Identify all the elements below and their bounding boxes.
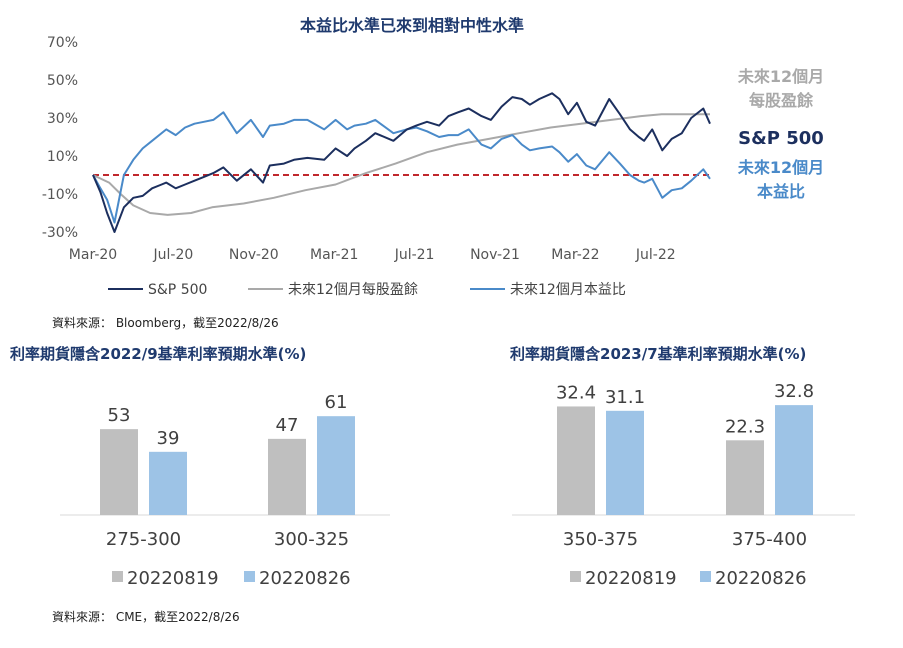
series-line-0 — [92, 92, 711, 233]
bar-chart-right-title: 利率期貨隱含2023/7基準利率預期水準(%) — [510, 345, 807, 363]
legend-label: 未來12個月每股盈餘 — [288, 281, 418, 298]
y-tick-label: -30% — [42, 225, 78, 241]
x-tick-label: Mar-20 — [69, 247, 117, 263]
legend-label: S&P 500 — [148, 282, 207, 298]
legend-label: 20220819 — [127, 568, 219, 589]
y-tick-label: 30% — [47, 111, 78, 127]
x-tick-label: Jul-20 — [153, 247, 194, 263]
bar-value-label: 39 — [157, 428, 180, 449]
legend-swatch — [244, 571, 255, 582]
y-tick-label: 50% — [47, 73, 78, 89]
series-end-label: 未來12個月 — [737, 67, 824, 86]
bar — [606, 410, 644, 515]
series-end-label: 未來12個月 — [737, 158, 824, 177]
legend-swatch — [112, 571, 123, 582]
series-end-label: 本益比 — [757, 182, 805, 201]
bar — [149, 451, 187, 515]
bar-value-label: 22.3 — [725, 416, 765, 437]
bar-value-label: 31.1 — [605, 387, 645, 408]
legend-swatch — [700, 571, 711, 582]
bar-value-label: 61 — [325, 392, 348, 413]
bar — [268, 438, 306, 515]
series-line-1 — [92, 113, 710, 216]
bar-chart-source: 資料來源： CME，截至2022/8/26 — [52, 610, 240, 624]
x-tick-label: Nov-21 — [470, 247, 520, 263]
bar — [775, 405, 813, 515]
bar-value-label: 53 — [108, 405, 131, 426]
y-tick-label: -10% — [42, 187, 78, 203]
line-chart: 70% 50% 30% 10% -10% -30% Mar-20 Jul-20 Nov-20 Ma… — [42, 35, 824, 298]
x-tick-label: Nov-20 — [229, 247, 279, 263]
category-label: 350-375 — [563, 529, 638, 550]
legend-label: 20220826 — [715, 568, 807, 589]
bar — [557, 406, 595, 515]
bar — [100, 429, 138, 515]
legend-swatch — [570, 571, 581, 582]
category-label: 375-400 — [732, 529, 807, 550]
legend-label: 20220819 — [585, 568, 677, 589]
legend-label: 20220826 — [259, 568, 351, 589]
bar-charts: 53 39 275-300 47 61 300-325 20220819 20220826 32… — [60, 381, 855, 589]
x-tick-label: Jul-21 — [394, 247, 435, 263]
category-label: 300-325 — [274, 529, 349, 550]
bar-value-label: 47 — [276, 415, 299, 436]
x-tick-label: Mar-21 — [310, 247, 358, 263]
legend-label: 未來12個月本益比 — [510, 282, 626, 298]
series-end-label: 每股盈餘 — [749, 91, 814, 110]
x-tick-label: Jul-22 — [635, 247, 676, 263]
series-end-label: S&P 500 — [738, 128, 824, 149]
y-tick-label: 10% — [47, 149, 78, 165]
category-label: 275-300 — [106, 529, 181, 550]
bar-value-label: 32.4 — [556, 382, 596, 403]
y-tick-label: 70% — [47, 35, 78, 51]
x-tick-label: Mar-22 — [551, 247, 599, 263]
series-line-2 — [92, 111, 711, 224]
bar — [317, 416, 355, 515]
bar — [726, 440, 764, 515]
line-chart-source: 資料來源： Bloomberg，截至2022/8/26 — [52, 316, 279, 330]
bar-value-label: 32.8 — [774, 381, 814, 402]
bar-chart-left-title: 利率期貨隱含2022/9基準利率預期水準(%) — [10, 345, 307, 363]
line-chart-title: 本益比水準已來到相對中性水準 — [300, 16, 525, 35]
